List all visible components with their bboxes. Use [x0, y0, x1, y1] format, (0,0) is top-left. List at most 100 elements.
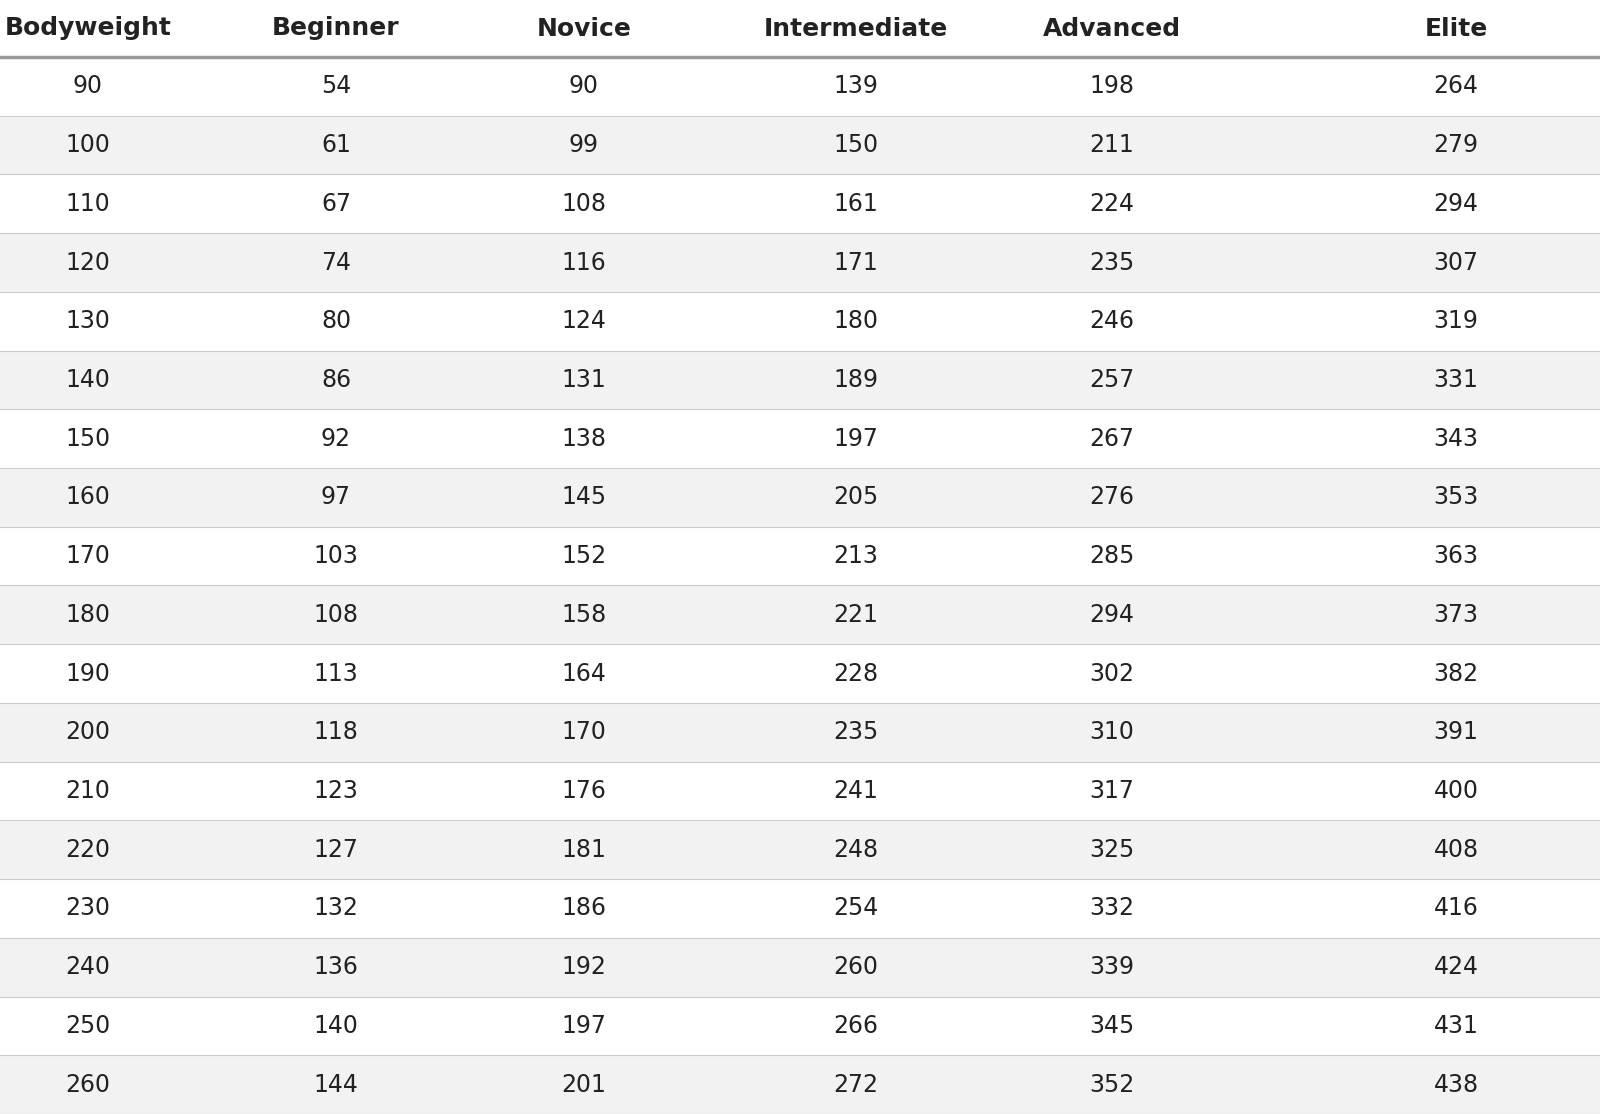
Text: 257: 257 — [1090, 368, 1134, 392]
Text: 181: 181 — [562, 838, 606, 862]
Text: 260: 260 — [834, 955, 878, 979]
Text: 108: 108 — [314, 603, 358, 627]
Text: 319: 319 — [1434, 310, 1478, 333]
Text: 110: 110 — [66, 192, 110, 216]
Text: 345: 345 — [1090, 1014, 1134, 1038]
Text: 150: 150 — [834, 133, 878, 157]
Text: 310: 310 — [1090, 721, 1134, 744]
Text: 221: 221 — [834, 603, 878, 627]
Text: 116: 116 — [562, 251, 606, 274]
Text: 139: 139 — [834, 75, 878, 98]
Bar — [0, 57, 1600, 116]
Text: 200: 200 — [66, 721, 110, 744]
Text: 264: 264 — [1434, 75, 1478, 98]
Text: 332: 332 — [1090, 897, 1134, 920]
Text: 180: 180 — [834, 310, 878, 333]
Text: Advanced: Advanced — [1043, 17, 1181, 40]
Bar — [0, 820, 1600, 879]
Text: 118: 118 — [314, 721, 358, 744]
Text: 230: 230 — [66, 897, 110, 920]
Text: 373: 373 — [1434, 603, 1478, 627]
Text: 136: 136 — [314, 955, 358, 979]
Text: 325: 325 — [1090, 838, 1134, 862]
Text: 160: 160 — [66, 486, 110, 509]
Text: 176: 176 — [562, 779, 606, 803]
Bar — [0, 997, 1600, 1055]
Text: Bodyweight: Bodyweight — [5, 17, 171, 40]
Bar — [0, 762, 1600, 820]
Text: 250: 250 — [66, 1014, 110, 1038]
Text: 391: 391 — [1434, 721, 1478, 744]
Text: 276: 276 — [1090, 486, 1134, 509]
Bar — [0, 292, 1600, 351]
Bar — [0, 586, 1600, 644]
Text: 138: 138 — [562, 427, 606, 451]
Text: 108: 108 — [562, 192, 606, 216]
Text: 210: 210 — [66, 779, 110, 803]
Text: 152: 152 — [562, 544, 606, 568]
Text: 197: 197 — [562, 1014, 606, 1038]
Text: 241: 241 — [834, 779, 878, 803]
Bar — [0, 644, 1600, 703]
Text: 140: 140 — [66, 368, 110, 392]
Text: 132: 132 — [314, 897, 358, 920]
Text: 113: 113 — [314, 662, 358, 685]
Text: 131: 131 — [562, 368, 606, 392]
Text: 180: 180 — [66, 603, 110, 627]
Text: 99: 99 — [570, 133, 598, 157]
Text: 408: 408 — [1434, 838, 1478, 862]
Text: 266: 266 — [834, 1014, 878, 1038]
Bar — [0, 527, 1600, 586]
Bar — [0, 938, 1600, 997]
Text: 240: 240 — [66, 955, 110, 979]
Bar — [0, 468, 1600, 527]
Text: 317: 317 — [1090, 779, 1134, 803]
Text: 339: 339 — [1090, 955, 1134, 979]
Text: 144: 144 — [314, 1073, 358, 1096]
Text: 127: 127 — [314, 838, 358, 862]
Bar — [0, 1055, 1600, 1114]
Text: 198: 198 — [1090, 75, 1134, 98]
Text: 186: 186 — [562, 897, 606, 920]
Text: 285: 285 — [1090, 544, 1134, 568]
Text: 74: 74 — [322, 251, 350, 274]
Text: 54: 54 — [322, 75, 350, 98]
Text: 201: 201 — [562, 1073, 606, 1096]
Bar — [0, 116, 1600, 175]
Text: 400: 400 — [1434, 779, 1478, 803]
Text: 103: 103 — [314, 544, 358, 568]
Bar — [0, 0, 1600, 57]
Text: 192: 192 — [562, 955, 606, 979]
Text: 120: 120 — [66, 251, 110, 274]
Text: 248: 248 — [834, 838, 878, 862]
Text: 254: 254 — [834, 897, 878, 920]
Text: 92: 92 — [322, 427, 350, 451]
Text: 100: 100 — [66, 133, 110, 157]
Text: 267: 267 — [1090, 427, 1134, 451]
Text: 235: 235 — [1090, 251, 1134, 274]
Text: 302: 302 — [1090, 662, 1134, 685]
Text: 228: 228 — [834, 662, 878, 685]
Text: 150: 150 — [66, 427, 110, 451]
Text: 86: 86 — [322, 368, 350, 392]
Bar — [0, 879, 1600, 938]
Text: 213: 213 — [834, 544, 878, 568]
Text: 235: 235 — [834, 721, 878, 744]
Text: 80: 80 — [322, 310, 350, 333]
Text: 67: 67 — [322, 192, 350, 216]
Bar — [0, 703, 1600, 762]
Text: 190: 190 — [66, 662, 110, 685]
Bar — [0, 175, 1600, 233]
Bar — [0, 409, 1600, 468]
Text: 171: 171 — [834, 251, 878, 274]
Bar — [0, 351, 1600, 409]
Text: 97: 97 — [322, 486, 350, 509]
Text: 272: 272 — [834, 1073, 878, 1096]
Text: 246: 246 — [1090, 310, 1134, 333]
Text: Elite: Elite — [1424, 17, 1488, 40]
Text: 331: 331 — [1434, 368, 1478, 392]
Text: 424: 424 — [1434, 955, 1478, 979]
Text: 124: 124 — [562, 310, 606, 333]
Text: 431: 431 — [1434, 1014, 1478, 1038]
Text: 61: 61 — [322, 133, 350, 157]
